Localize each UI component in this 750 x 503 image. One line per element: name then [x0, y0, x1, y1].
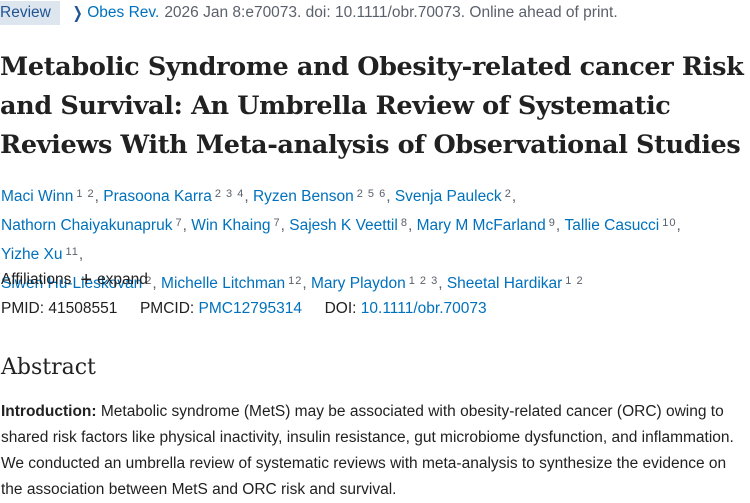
- affiliations-label: Affiliations: [1, 271, 72, 288]
- affiliation-numbers[interactable]: 2: [504, 188, 512, 200]
- affiliation-numbers[interactable]: 1 2 3: [408, 275, 439, 287]
- affiliation-numbers[interactable]: 10: [662, 217, 677, 229]
- abstract-heading: Abstract: [1, 355, 96, 380]
- affiliation-numbers[interactable]: 2: [145, 275, 153, 287]
- author-link[interactable]: Prasoona Karra: [103, 188, 212, 205]
- plus-icon[interactable]: +: [80, 269, 93, 291]
- author-link[interactable]: Nathorn Chaiyakunapruk: [1, 217, 173, 234]
- introduction-label: Introduction:: [1, 403, 97, 420]
- pmcid-label: PMCID:: [139, 300, 195, 317]
- affiliations-row: Affiliations + expand: [1, 269, 148, 291]
- author-list: Maci Winn 1 2, Prasoona Karra 2 3 4, Ryzen…: [1, 188, 681, 292]
- author-link[interactable]: Sheetal Hardikar: [446, 275, 563, 292]
- doi-link[interactable]: 10.1111/obr.70073: [360, 300, 487, 317]
- author-link[interactable]: Yizhe Xu: [1, 246, 63, 263]
- introduction-text: Metabolic syndrome (MetS) may be associa…: [1, 403, 734, 498]
- author-link[interactable]: Mary M McFarland: [416, 217, 546, 234]
- author-link[interactable]: Maci Winn: [1, 188, 74, 205]
- author-link[interactable]: Sajesh K Veettil: [289, 217, 398, 234]
- identifiers-row: PMID: 41508551 PMCID: PMC12795314 DOI: 1…: [1, 300, 487, 318]
- chevron-right-icon: ❯: [72, 5, 83, 22]
- author-link[interactable]: Tallie Casucci: [564, 217, 660, 234]
- abstract-introduction: Introduction: Metabolic syndrome (MetS) …: [1, 399, 749, 503]
- affiliation-numbers[interactable]: 2 3 4: [214, 188, 245, 200]
- author-link[interactable]: Win Khaing: [191, 217, 271, 234]
- affiliation-numbers[interactable]: 2 5 6: [356, 188, 387, 200]
- author-link[interactable]: Michelle Litchman: [161, 275, 286, 292]
- expand-affiliations-button[interactable]: expand: [97, 271, 148, 288]
- affiliation-numbers[interactable]: 8: [400, 217, 408, 229]
- affiliation-numbers[interactable]: 9: [548, 217, 556, 229]
- affiliation-numbers[interactable]: 1 2: [565, 275, 584, 287]
- author-link[interactable]: Svenja Pauleck: [394, 188, 502, 205]
- citation-line: Review ❯ Obes Rev. 2026 Jan 8:e70073. do…: [0, 0, 750, 26]
- author-link[interactable]: Mary Playdon: [310, 275, 406, 292]
- author-link[interactable]: Ryzen Benson: [252, 188, 354, 205]
- affiliation-numbers[interactable]: 11: [65, 246, 79, 258]
- affiliation-numbers[interactable]: 12: [288, 275, 303, 287]
- article-type-badge: Review: [0, 1, 60, 25]
- affiliation-numbers[interactable]: 1 2: [76, 188, 95, 200]
- pmid-label: PMID:: [1, 300, 45, 317]
- pmcid-link[interactable]: PMC12795314: [198, 300, 302, 317]
- journal-link[interactable]: Obes Rev.: [87, 4, 160, 21]
- citation-text: 2026 Jan 8:e70073. doi: 10.1111/obr.7007…: [164, 4, 618, 21]
- affiliation-numbers[interactable]: 7: [273, 217, 281, 229]
- article-title: Metabolic Syndrome and Obesity-related c…: [0, 52, 744, 160]
- affiliation-numbers[interactable]: 7: [175, 217, 183, 229]
- doi-label: DOI:: [324, 300, 357, 317]
- author-link[interactable]: Siwen Hu-Lieskovan: [1, 275, 143, 292]
- pmid-value: 41508551: [48, 300, 118, 317]
